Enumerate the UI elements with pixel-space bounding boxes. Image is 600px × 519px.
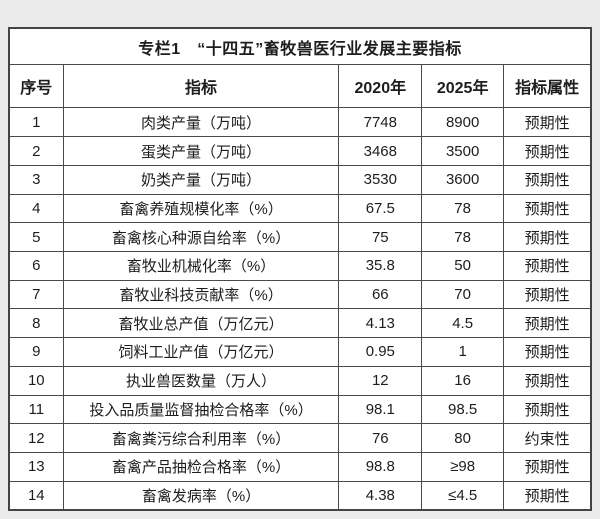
cell-indicator: 肉类产量（万吨） bbox=[62, 107, 340, 138]
cell-no: 4 bbox=[8, 193, 64, 224]
cell-indicator: 蛋类产量（万吨） bbox=[62, 136, 340, 166]
col-header-2020: 2020年 bbox=[338, 64, 423, 109]
cell-2025: 3600 bbox=[421, 164, 505, 195]
cell-2025: 98.5 bbox=[421, 394, 505, 425]
cell-indicator: 畜牧业科技贡献率（%） bbox=[62, 279, 340, 310]
table-title: 专栏1 “十四五”畜牧兽医行业发展主要指标 bbox=[8, 27, 592, 66]
cell-indicator: 畜禽产品抽检合格率（%） bbox=[62, 451, 340, 482]
cell-attr: 预期性 bbox=[503, 193, 592, 224]
cell-2025: 4.5 bbox=[421, 308, 505, 339]
indicators-table: 专栏1 “十四五”畜牧兽医行业发展主要指标 序号 指标 2020年 2025年 … bbox=[8, 27, 592, 511]
cell-no: 8 bbox=[8, 308, 64, 339]
cell-indicator: 畜牧业机械化率（%） bbox=[62, 250, 340, 281]
table-row: 14 畜禽发病率（%） 4.38 ≤4.5 预期性 bbox=[8, 480, 592, 511]
table-row: 1 肉类产量（万吨） 7748 8900 预期性 bbox=[8, 107, 592, 138]
cell-2025: 78 bbox=[421, 193, 505, 224]
cell-attr: 预期性 bbox=[503, 337, 592, 367]
cell-no: 9 bbox=[8, 337, 64, 367]
cell-attr: 预期性 bbox=[503, 279, 592, 310]
cell-2025: 16 bbox=[421, 365, 505, 396]
cell-attr: 预期性 bbox=[503, 394, 592, 425]
table-row: 2 蛋类产量（万吨） 3468 3500 预期性 bbox=[8, 136, 592, 166]
table-header-row: 序号 指标 2020年 2025年 指标属性 bbox=[8, 64, 592, 109]
cell-attr: 预期性 bbox=[503, 365, 592, 396]
cell-2025: ≤4.5 bbox=[421, 480, 505, 511]
table-row: 4 畜禽养殖规模化率（%） 67.5 78 预期性 bbox=[8, 193, 592, 224]
col-header-attr: 指标属性 bbox=[503, 64, 592, 109]
table-row: 6 畜牧业机械化率（%） 35.8 50 预期性 bbox=[8, 250, 592, 281]
cell-indicator: 投入品质量监督抽检合格率（%） bbox=[62, 394, 340, 425]
cell-2025: 78 bbox=[421, 222, 505, 252]
indicators-table-container: 专栏1 “十四五”畜牧兽医行业发展主要指标 序号 指标 2020年 2025年 … bbox=[8, 27, 592, 511]
cell-indicator: 畜禽粪污综合利用率（%） bbox=[62, 423, 340, 453]
cell-2020: 3468 bbox=[338, 136, 423, 166]
cell-attr: 预期性 bbox=[503, 164, 592, 195]
cell-attr: 预期性 bbox=[503, 250, 592, 281]
cell-no: 10 bbox=[8, 365, 64, 396]
cell-indicator: 饲料工业产值（万亿元） bbox=[62, 337, 340, 367]
table-row: 5 畜禽核心种源自给率（%） 75 78 预期性 bbox=[8, 222, 592, 252]
cell-2025: 3500 bbox=[421, 136, 505, 166]
cell-indicator: 畜禽养殖规模化率（%） bbox=[62, 193, 340, 224]
cell-no: 2 bbox=[8, 136, 64, 166]
cell-2020: 4.13 bbox=[338, 308, 423, 339]
table-row: 8 畜牧业总产值（万亿元） 4.13 4.5 预期性 bbox=[8, 308, 592, 339]
cell-attr: 预期性 bbox=[503, 107, 592, 138]
cell-2020: 35.8 bbox=[338, 250, 423, 281]
cell-2020: 7748 bbox=[338, 107, 423, 138]
cell-attr: 预期性 bbox=[503, 308, 592, 339]
cell-no: 5 bbox=[8, 222, 64, 252]
table-row: 12 畜禽粪污综合利用率（%） 76 80 约束性 bbox=[8, 423, 592, 453]
cell-2020: 76 bbox=[338, 423, 423, 453]
cell-no: 6 bbox=[8, 250, 64, 281]
cell-2025: 80 bbox=[421, 423, 505, 453]
cell-indicator: 执业兽医数量（万人） bbox=[62, 365, 340, 396]
table-row: 11 投入品质量监督抽检合格率（%） 98.1 98.5 预期性 bbox=[8, 394, 592, 425]
cell-2020: 67.5 bbox=[338, 193, 423, 224]
cell-no: 1 bbox=[8, 107, 64, 138]
cell-attr: 预期性 bbox=[503, 222, 592, 252]
table-row: 9 饲料工业产值（万亿元） 0.95 1 预期性 bbox=[8, 337, 592, 367]
table-title-row: 专栏1 “十四五”畜牧兽医行业发展主要指标 bbox=[8, 27, 592, 66]
col-header-2025: 2025年 bbox=[421, 64, 505, 109]
table-row: 7 畜牧业科技贡献率（%） 66 70 预期性 bbox=[8, 279, 592, 310]
cell-2025: 50 bbox=[421, 250, 505, 281]
col-header-no: 序号 bbox=[8, 64, 64, 109]
cell-2025: 1 bbox=[421, 337, 505, 367]
cell-no: 12 bbox=[8, 423, 64, 453]
cell-2020: 75 bbox=[338, 222, 423, 252]
cell-2025: ≥98 bbox=[421, 451, 505, 482]
col-header-indicator: 指标 bbox=[62, 64, 340, 109]
cell-indicator: 畜牧业总产值（万亿元） bbox=[62, 308, 340, 339]
cell-2020: 0.95 bbox=[338, 337, 423, 367]
cell-2020: 3530 bbox=[338, 164, 423, 195]
cell-2020: 4.38 bbox=[338, 480, 423, 511]
cell-indicator: 畜禽发病率（%） bbox=[62, 480, 340, 511]
cell-indicator: 奶类产量（万吨） bbox=[62, 164, 340, 195]
table-row: 3 奶类产量（万吨） 3530 3600 预期性 bbox=[8, 164, 592, 195]
cell-no: 3 bbox=[8, 164, 64, 195]
cell-2020: 66 bbox=[338, 279, 423, 310]
cell-no: 11 bbox=[8, 394, 64, 425]
cell-attr: 预期性 bbox=[503, 480, 592, 511]
cell-attr: 预期性 bbox=[503, 451, 592, 482]
cell-no: 7 bbox=[8, 279, 64, 310]
cell-2020: 12 bbox=[338, 365, 423, 396]
cell-no: 13 bbox=[8, 451, 64, 482]
cell-2025: 70 bbox=[421, 279, 505, 310]
table-row: 10 执业兽医数量（万人） 12 16 预期性 bbox=[8, 365, 592, 396]
cell-2025: 8900 bbox=[421, 107, 505, 138]
cell-attr: 约束性 bbox=[503, 423, 592, 453]
cell-2020: 98.1 bbox=[338, 394, 423, 425]
cell-indicator: 畜禽核心种源自给率（%） bbox=[62, 222, 340, 252]
cell-no: 14 bbox=[8, 480, 64, 511]
table-row: 13 畜禽产品抽检合格率（%） 98.8 ≥98 预期性 bbox=[8, 451, 592, 482]
cell-2020: 98.8 bbox=[338, 451, 423, 482]
cell-attr: 预期性 bbox=[503, 136, 592, 166]
